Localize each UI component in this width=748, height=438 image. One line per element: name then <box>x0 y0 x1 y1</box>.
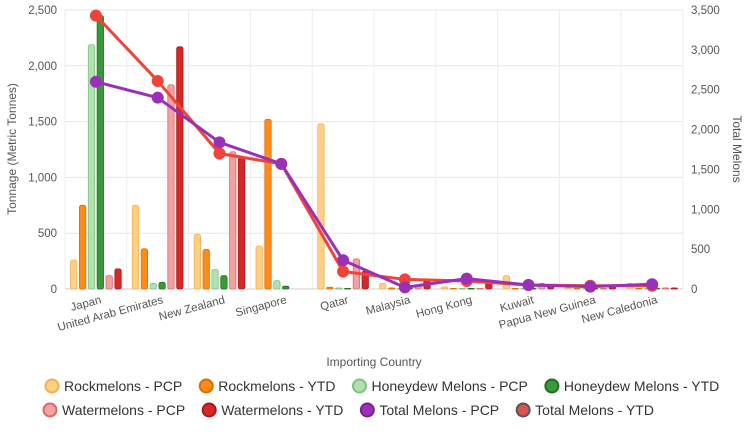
bar[interactable] <box>458 288 466 290</box>
bar[interactable] <box>511 288 519 290</box>
bar[interactable] <box>599 288 608 290</box>
x-tick-label: New Zealand <box>158 294 227 323</box>
bar[interactable] <box>388 287 396 290</box>
bar[interactable] <box>79 204 87 290</box>
lines <box>89 9 659 294</box>
line-point[interactable] <box>89 9 102 22</box>
legend-marker <box>42 402 58 418</box>
y-axis-left-title: Tonnage (Metric Tonnes) <box>5 83 19 215</box>
bar[interactable] <box>264 118 272 290</box>
line-point[interactable] <box>213 136 226 149</box>
bar[interactable] <box>317 123 325 290</box>
bar[interactable] <box>238 156 246 290</box>
x-tick-label: Singapore <box>234 294 288 319</box>
legend-marker <box>201 402 217 418</box>
y-right-tick-label: 2,000 <box>691 125 720 137</box>
line-point[interactable] <box>151 74 164 87</box>
legend-marker <box>44 378 60 394</box>
bar[interactable] <box>573 288 581 290</box>
legend-label[interactable]: Honeydew Melons - YTD <box>564 378 719 394</box>
bar[interactable] <box>273 280 281 290</box>
y-left-tick-label: 2,500 <box>28 5 57 17</box>
bar[interactable] <box>176 46 184 290</box>
x-tick-label: United Arab Emirates <box>56 294 164 334</box>
y-left-tick-label: 1,500 <box>28 117 57 129</box>
bar[interactable] <box>343 288 352 290</box>
y-right-tick-label: 2,500 <box>691 85 720 97</box>
bar[interactable] <box>661 287 669 290</box>
bar[interactable] <box>211 269 219 290</box>
bar[interactable] <box>476 288 484 290</box>
line-point[interactable] <box>337 265 350 278</box>
bar[interactable] <box>449 288 458 290</box>
bar[interactable] <box>158 281 166 290</box>
bar[interactable] <box>326 286 334 290</box>
line-point[interactable] <box>460 272 473 285</box>
line-series <box>95 80 653 289</box>
legend: Rockmelons - PCP Rockmelons - YTD Honeydew… <box>42 378 719 418</box>
y-right-tick-label: 0 <box>691 284 697 296</box>
y-right-tick-label: 500 <box>691 244 710 256</box>
line-point[interactable] <box>89 75 102 88</box>
legend-marker <box>359 402 375 418</box>
bar[interactable] <box>220 275 228 290</box>
bar[interactable] <box>670 287 678 290</box>
x-tick-label: Malaysia <box>365 294 413 317</box>
line-point[interactable] <box>398 281 411 294</box>
y-right-tick-label: 1,500 <box>691 164 720 176</box>
bar[interactable] <box>167 84 175 290</box>
line-point[interactable] <box>275 157 288 170</box>
legend-label[interactable]: Total Melons - YTD <box>535 402 654 418</box>
x-tick-label: Hong Kong <box>415 294 474 320</box>
legend-marker <box>198 378 214 394</box>
legend-label[interactable]: Total Melons - PCP <box>379 402 499 418</box>
grid <box>64 9 684 290</box>
y-left-tick-label: 500 <box>38 228 57 240</box>
bar[interactable] <box>335 287 343 290</box>
y-left-tick-label: 2,000 <box>28 61 57 73</box>
legend-label[interactable]: Rockmelons - YTD <box>218 378 335 394</box>
bar[interactable] <box>635 288 643 290</box>
line-point[interactable] <box>646 278 659 291</box>
bar[interactable] <box>282 285 290 290</box>
bar[interactable] <box>564 287 572 290</box>
line-point[interactable] <box>584 280 597 293</box>
line-point[interactable] <box>337 254 350 267</box>
y-right-tick-label: 3,500 <box>691 5 720 17</box>
y-left-tick-label: 0 <box>51 284 57 296</box>
line-point[interactable] <box>213 147 226 160</box>
bar[interactable] <box>202 248 210 290</box>
bar[interactable] <box>105 275 113 290</box>
bar[interactable] <box>440 286 449 290</box>
bar[interactable] <box>229 151 237 290</box>
legend-marker <box>515 402 531 418</box>
x-axis-title: Importing Country <box>326 355 421 369</box>
bar[interactable] <box>96 15 104 290</box>
legend-label[interactable]: Watermelons - YTD <box>221 402 343 418</box>
legend-label[interactable]: Honeydew Melons - PCP <box>371 378 527 394</box>
bar[interactable] <box>70 259 78 290</box>
legend-marker <box>544 378 560 394</box>
line-point[interactable] <box>151 91 164 104</box>
y-axis-right-title: Total Melons <box>730 115 744 182</box>
bar[interactable] <box>193 233 201 290</box>
legend-label[interactable]: Watermelons - PCP <box>62 402 185 418</box>
bar[interactable] <box>255 245 263 290</box>
x-tick-label: Qatar <box>319 294 350 313</box>
y-left-tick-label: 1,000 <box>28 172 57 184</box>
y-right-tick-label: 1,000 <box>691 204 720 216</box>
bar[interactable] <box>87 44 96 290</box>
legend-label[interactable]: Rockmelons - PCP <box>64 378 182 394</box>
bar[interactable] <box>379 283 387 290</box>
bar[interactable] <box>131 204 140 290</box>
line-point[interactable] <box>522 279 535 292</box>
bar[interactable] <box>467 288 475 290</box>
y-right-tick-label: 3,000 <box>691 45 720 57</box>
legend-marker <box>351 378 367 394</box>
bar[interactable] <box>140 248 149 290</box>
bar[interactable] <box>114 268 122 290</box>
bar[interactable] <box>149 283 157 290</box>
